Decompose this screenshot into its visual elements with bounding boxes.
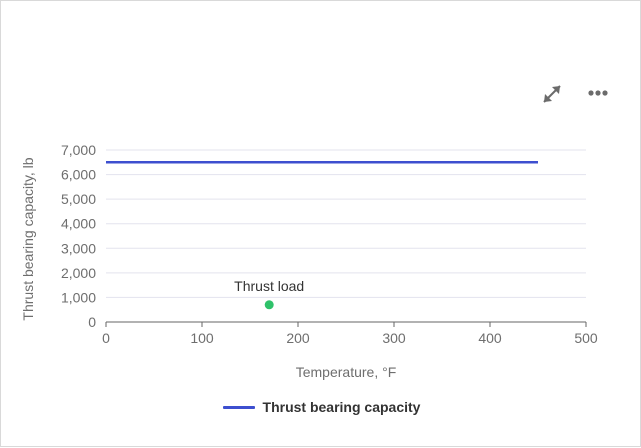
expand-arrows-icon bbox=[543, 85, 561, 103]
y-tick-label: 7,000 bbox=[61, 142, 96, 158]
y-axis-title: Thrust bearing capacity, lb bbox=[20, 157, 36, 320]
x-tick-label: 200 bbox=[286, 330, 310, 346]
legend[interactable]: Thrust bearing capacity bbox=[1, 395, 641, 419]
data-point-label: Thrust load bbox=[234, 278, 304, 294]
x-tick-label: 0 bbox=[102, 330, 110, 346]
legend-swatch-line bbox=[222, 405, 255, 409]
y-tick-label: 1,000 bbox=[61, 289, 96, 305]
y-tick-label: 6,000 bbox=[61, 167, 96, 183]
more-options-button[interactable] bbox=[585, 81, 611, 107]
legend-label: Thrust bearing capacity bbox=[262, 399, 421, 415]
y-tick-label: 2,000 bbox=[61, 265, 96, 281]
x-tick-label: 500 bbox=[574, 330, 598, 346]
y-tick-label: 4,000 bbox=[61, 216, 96, 232]
more-horizontal-icon bbox=[588, 90, 608, 96]
expand-button[interactable] bbox=[539, 81, 565, 107]
y-tick-label: 5,000 bbox=[61, 191, 96, 207]
x-tick-label: 300 bbox=[382, 330, 406, 346]
x-tick-label: 400 bbox=[478, 330, 502, 346]
data-point bbox=[264, 300, 274, 310]
y-tick-label: 3,000 bbox=[61, 240, 96, 256]
x-axis-title: Temperature, °F bbox=[296, 364, 397, 380]
y-tick-label: 0 bbox=[88, 314, 96, 330]
x-tick-label: 100 bbox=[190, 330, 214, 346]
